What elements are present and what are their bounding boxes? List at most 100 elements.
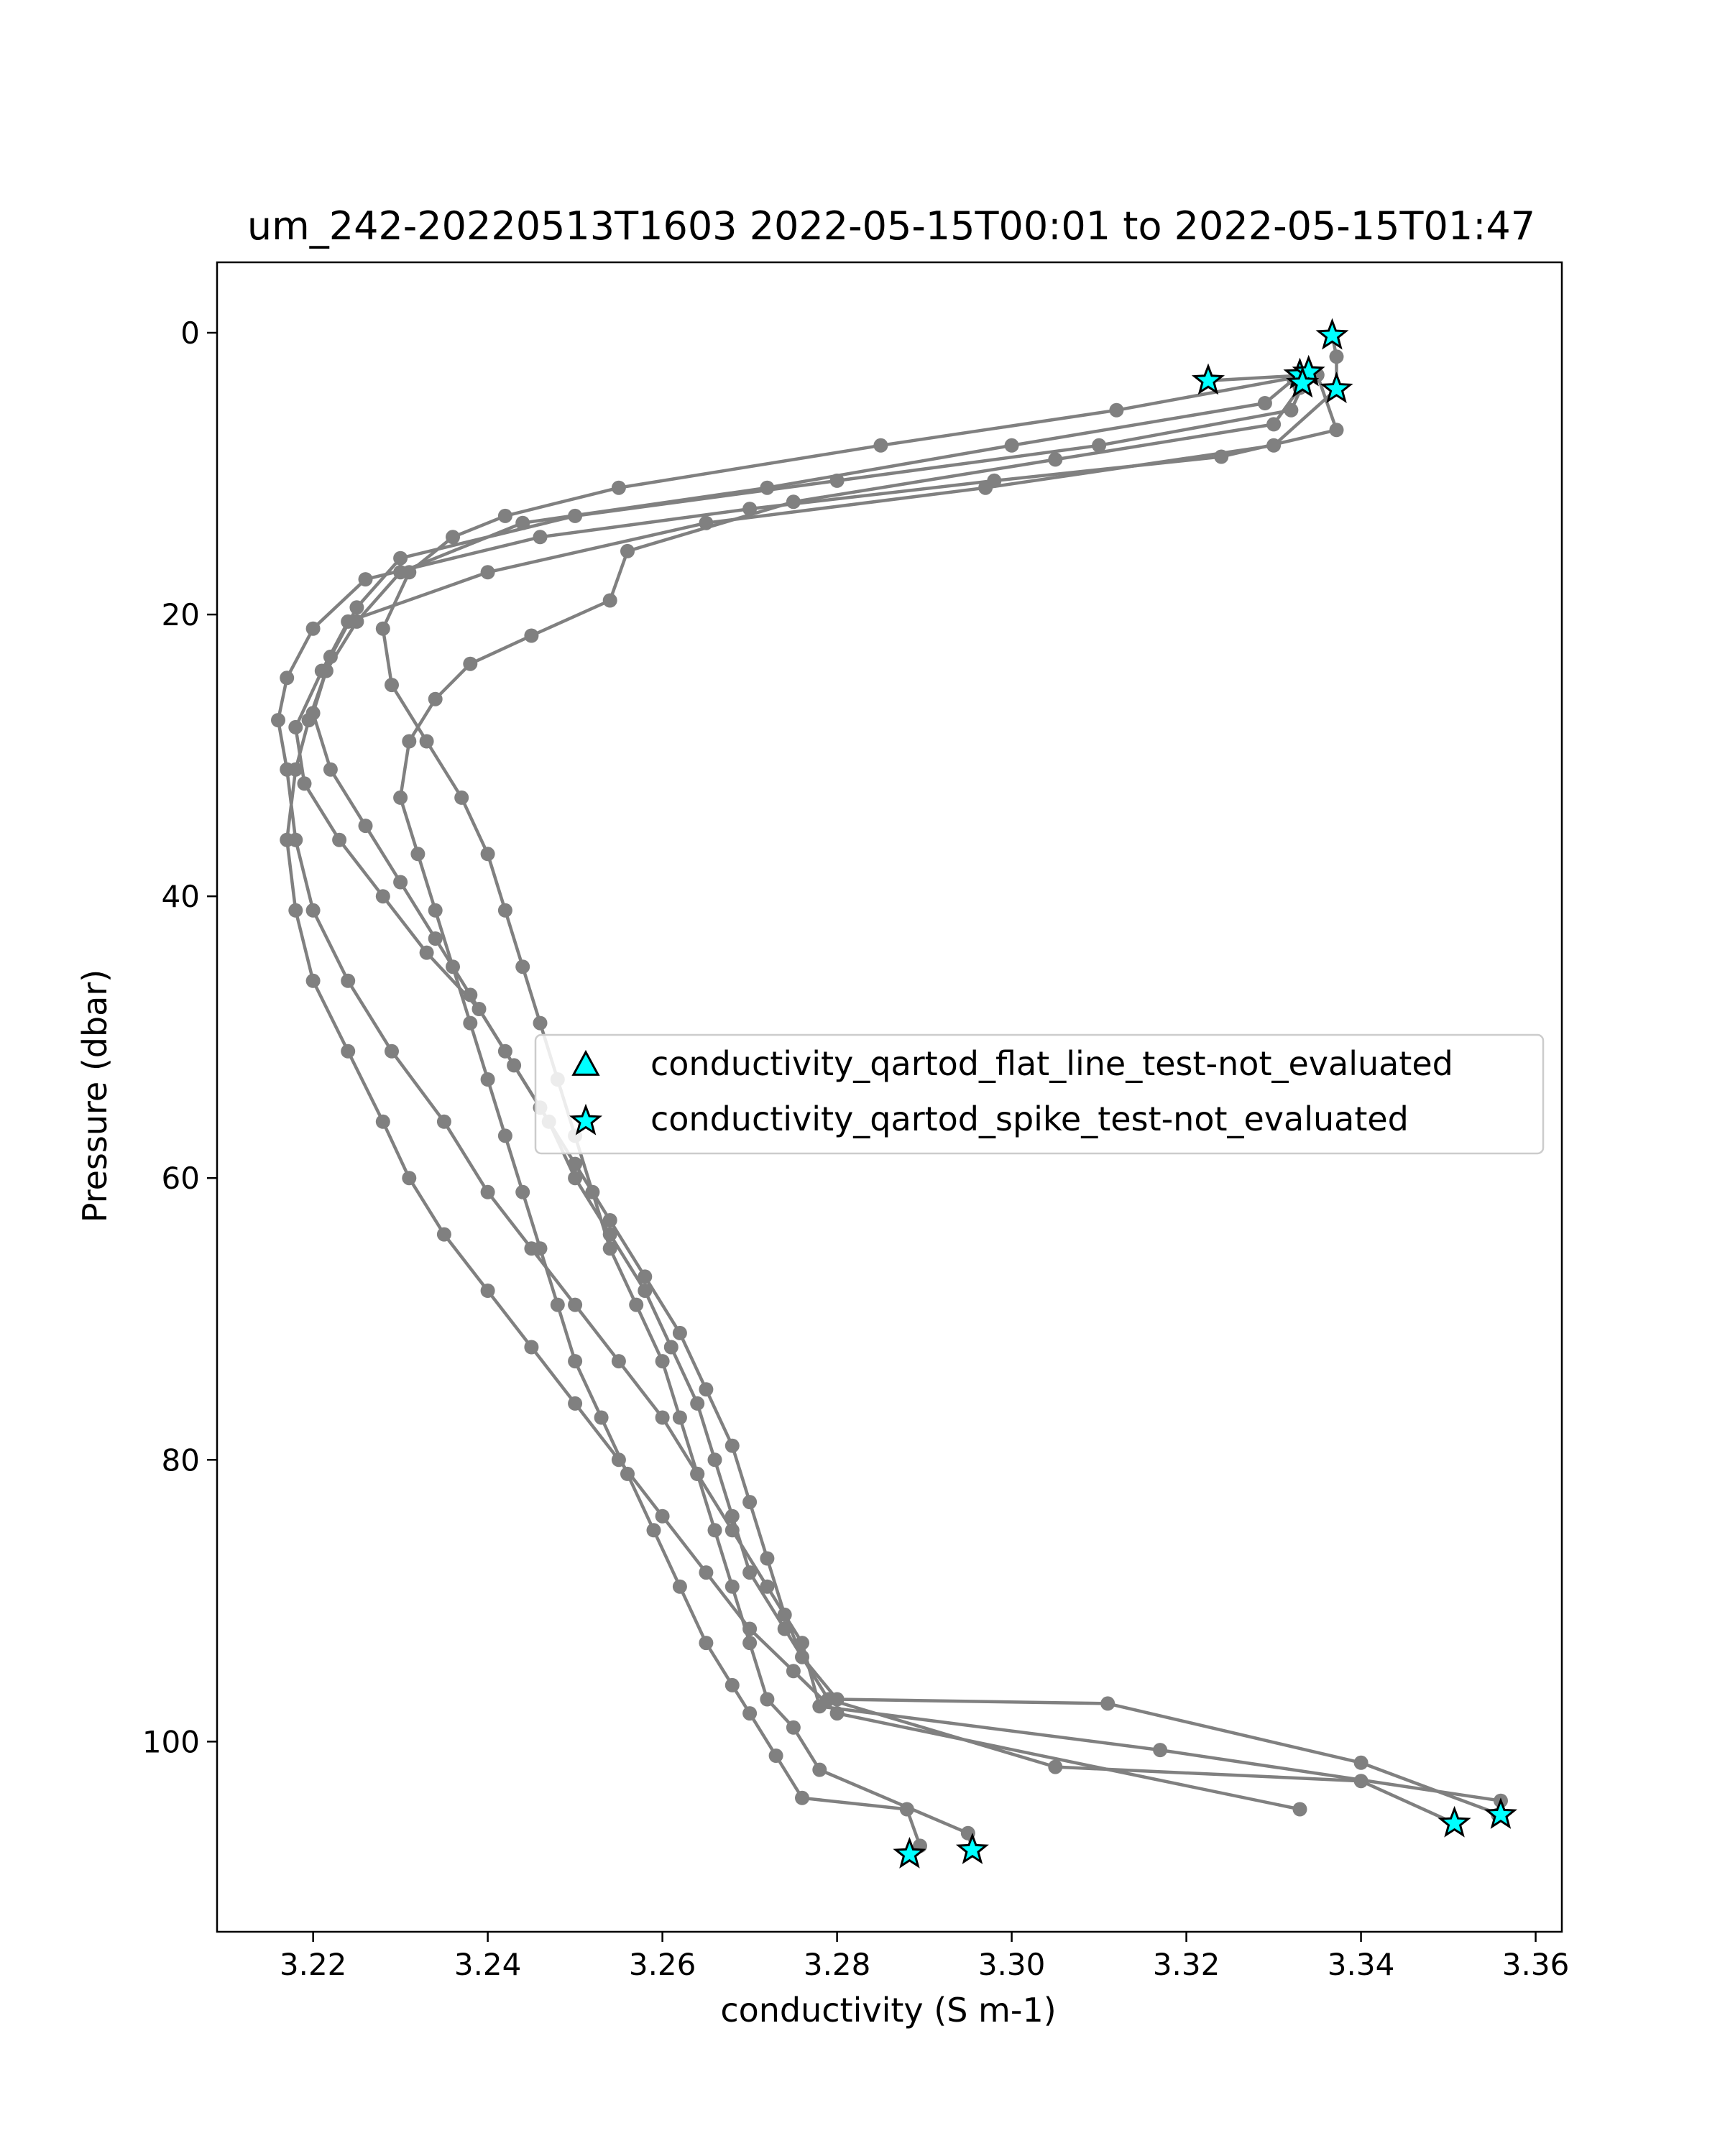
data-point: [436, 1227, 451, 1242]
data-point: [620, 543, 635, 558]
data-point: [690, 1466, 705, 1481]
spike-flag-star: [1315, 318, 1349, 350]
data-point: [629, 1297, 644, 1312]
data-point: [497, 1128, 512, 1143]
data-point: [742, 1706, 758, 1721]
data-point: [655, 1354, 670, 1369]
series-line: [311, 371, 1501, 1817]
data-point: [707, 1523, 722, 1538]
data-point: [1109, 402, 1124, 418]
data-point: [724, 1579, 740, 1594]
y-tick-label: 0: [180, 315, 200, 351]
data-point: [280, 671, 295, 686]
x-tick-label: 3.30: [978, 1947, 1046, 1982]
data-point: [760, 480, 775, 495]
data-point: [446, 959, 460, 975]
data-point: [690, 1396, 705, 1411]
data-point: [699, 1565, 714, 1580]
data-point: [524, 1340, 539, 1355]
data-point: [611, 480, 626, 495]
data-point: [1329, 349, 1344, 364]
data-point: [375, 621, 390, 636]
data-point: [297, 776, 312, 791]
data-point: [777, 1607, 792, 1622]
y-tick-label: 80: [162, 1442, 200, 1478]
data-point: [646, 1523, 661, 1538]
data-point: [385, 1044, 399, 1059]
data-point: [349, 614, 364, 629]
legend-triangle-marker: [571, 1049, 600, 1076]
data-point: [341, 1044, 356, 1059]
data-point: [1353, 1755, 1368, 1770]
data-point: [385, 678, 399, 693]
data-point: [594, 1410, 609, 1425]
spike-flag-star: [1191, 363, 1225, 395]
x-tick-label: 3.22: [280, 1947, 347, 1982]
spike-flag-star: [1438, 1805, 1471, 1838]
data-point: [655, 1508, 670, 1524]
data-point: [638, 1269, 653, 1284]
data-point: [707, 1452, 722, 1468]
data-point: [1004, 438, 1019, 453]
data-point: [533, 1015, 548, 1031]
legend: conductivity_qartod_flat_line_test-not_e…: [534, 1033, 1545, 1155]
data-point: [375, 889, 390, 904]
spike-flag-star: [955, 1833, 989, 1864]
data-point: [358, 572, 373, 587]
data-point: [724, 1508, 740, 1524]
data-point: [497, 1044, 512, 1059]
y-tick-label: 20: [162, 597, 200, 632]
data-point: [760, 1692, 775, 1707]
y-tick-label: 60: [162, 1161, 200, 1196]
data-point: [533, 530, 548, 545]
data-point: [288, 903, 303, 918]
axes-ticks: 3.22 3.24 3.26 3.28 3.30 3.32 3.34 3.36 0 20 40 60 8…: [142, 315, 1569, 1982]
data-point: [463, 656, 478, 671]
data-point: [428, 903, 443, 918]
data-point: [402, 565, 417, 580]
data-point: [515, 1184, 530, 1199]
data-point: [1214, 449, 1229, 464]
data-point: [899, 1802, 914, 1817]
data-point: [602, 593, 617, 608]
legend-star-marker: [569, 1103, 603, 1135]
spike-flag-star: [1320, 372, 1353, 404]
x-tick-label: 3.28: [804, 1947, 871, 1982]
data-point: [724, 1438, 740, 1453]
legend-triangle-icon: [571, 1049, 600, 1076]
x-tick-label: 3.34: [1328, 1947, 1395, 1982]
y-tick-label: 40: [162, 879, 200, 914]
data-point: [288, 719, 303, 734]
data-point: [497, 903, 512, 918]
data-point: [829, 1706, 845, 1721]
plot-area: [271, 318, 1518, 1869]
x-tick-label: 3.32: [1153, 1947, 1220, 1982]
data-point: [393, 790, 408, 805]
legend-label-flat-line: conductivity_qartod_flat_line_test-not_e…: [650, 1044, 1453, 1083]
data-point: [419, 734, 434, 749]
data-point: [288, 762, 303, 777]
data-point: [446, 530, 460, 545]
data-point: [1257, 396, 1272, 410]
data-point: [760, 1579, 775, 1594]
data-point: [786, 494, 801, 510]
profile-series-4: [305, 364, 1508, 1823]
data-point: [829, 473, 845, 488]
data-point: [672, 1579, 687, 1594]
data-point: [305, 903, 321, 918]
data-point: [786, 1664, 801, 1679]
spike-flag-star: [1484, 1797, 1518, 1829]
data-point: [305, 706, 321, 721]
data-point: [795, 1649, 809, 1664]
data-point: [1092, 438, 1107, 453]
data-point: [795, 1790, 809, 1805]
data-point: [585, 1184, 600, 1199]
data-point: [568, 508, 583, 523]
data-point: [672, 1325, 687, 1340]
data-point: [393, 875, 408, 890]
data-point: [410, 847, 426, 862]
data-point: [419, 945, 434, 960]
data-point: [515, 959, 530, 975]
data-point: [436, 1114, 451, 1129]
